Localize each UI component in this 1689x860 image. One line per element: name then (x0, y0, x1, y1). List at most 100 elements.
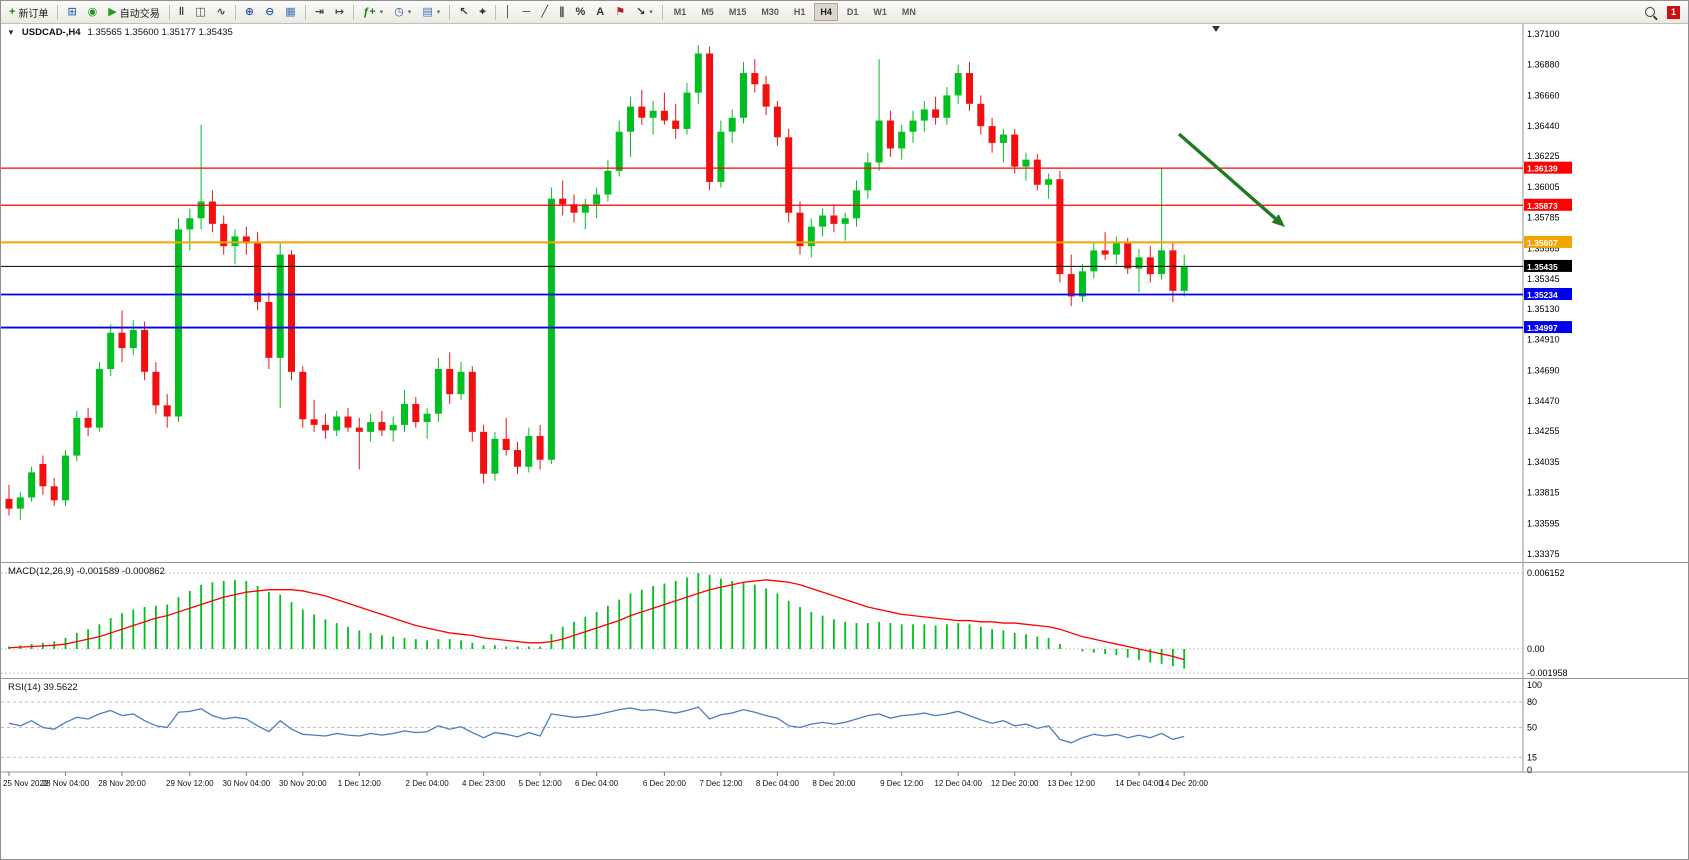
trendline-button[interactable]: ╱ (536, 3, 553, 22)
templates-button[interactable]: ▤ ▾ (417, 3, 445, 22)
svg-text:1.36440: 1.36440 (1527, 121, 1560, 131)
zoom-in-icon: ⊕ (244, 5, 255, 18)
svg-text:25 Nov 2022: 25 Nov 2022 (3, 779, 49, 788)
crosshair-icon: ⌖ (479, 5, 486, 18)
arrows-icon: ↘ (636, 5, 646, 18)
toolbar-right-group: 1 (1640, 3, 1685, 22)
svg-text:1.36139: 1.36139 (1527, 164, 1558, 174)
new-order-button[interactable]: + 新订单 (4, 3, 53, 22)
periods-button[interactable]: ◷ ▾ (389, 3, 416, 22)
trendline-icon: ╱ (541, 5, 548, 18)
svg-text:5 Dec 12:00: 5 Dec 12:00 (519, 779, 563, 788)
svg-text:7 Dec 12:00: 7 Dec 12:00 (699, 779, 743, 788)
auto-trading-button[interactable]: ▶ 自动交易 (103, 3, 164, 22)
candlestick-chart-button[interactable]: ◫ (190, 3, 210, 22)
svg-text:1.35435: 1.35435 (1527, 262, 1558, 272)
vertical-line-button[interactable]: │ (500, 3, 517, 22)
svg-text:1.34035: 1.34035 (1527, 457, 1560, 467)
bar-chart-button[interactable]: ‖ (174, 3, 189, 22)
svg-text:28 Nov 20:00: 28 Nov 20:00 (98, 779, 146, 788)
svg-text:1.35785: 1.35785 (1527, 213, 1560, 223)
chart-shift-icon: ↦ (334, 5, 345, 18)
svg-text:1.37100: 1.37100 (1527, 29, 1560, 39)
svg-text:29 Nov 12:00: 29 Nov 12:00 (166, 779, 214, 788)
market-watch-icon: ◉ (87, 5, 98, 18)
market-watch-button[interactable]: ◉ (83, 3, 103, 22)
tile-windows-button[interactable]: ▦ (280, 3, 300, 22)
svg-text:30 Nov 20:00: 30 Nov 20:00 (279, 779, 327, 788)
horizontal-line-icon: ─ (522, 5, 531, 18)
chart-shift-marker[interactable] (1212, 26, 1220, 32)
timeframe-w1-button[interactable]: W1 (867, 3, 893, 21)
toolbar-separator (353, 4, 355, 20)
rsi-line (8, 706, 1185, 744)
timeframe-m5-button[interactable]: M5 (695, 3, 720, 21)
timeframe-mn-button[interactable]: MN (896, 3, 922, 21)
timeframe-d1-button[interactable]: D1 (841, 3, 865, 21)
toolbar-separator (304, 4, 306, 20)
main-toolbar: + 新订单 ⊞ ◉ ▶ 自动交易 ‖ ◫ ∿ ⊕ ⊖ ▦ ⇥ ↦ ƒ+ ▾ ◷ ▾ ▤ ▾ ↖ ⌖ │ ─ ╱ ∥% A ⚑ ↘ ▾ M1 M… (1, 1, 1688, 24)
chart-symbol-period: USDCAD-,H4 (21, 27, 81, 38)
price-badge (1524, 161, 1572, 174)
fibonacci-button[interactable]: % (570, 3, 590, 22)
indicators-button[interactable]: ƒ+ ▾ (358, 3, 388, 22)
svg-text:1.35234: 1.35234 (1527, 290, 1558, 300)
price-badge (1524, 259, 1572, 272)
svg-text:15: 15 (1527, 752, 1537, 762)
auto-scroll-button[interactable]: ⇥ (310, 3, 329, 22)
zoom-in-button[interactable]: ⊕ (240, 3, 259, 22)
channel-button[interactable]: ∥ (554, 3, 570, 22)
cursor-button[interactable]: ↖ (454, 3, 473, 22)
search-button[interactable] (1640, 3, 1660, 22)
svg-text:1.35345: 1.35345 (1527, 274, 1560, 284)
svg-text:1.34690: 1.34690 (1527, 365, 1560, 375)
candlestick-icon: ◫ (195, 5, 206, 18)
horizontal-line-button[interactable]: ─ (518, 3, 536, 22)
line-chart-button[interactable]: ∿ (212, 3, 231, 22)
macd-pane-label: MACD(12,26,9) -0.001589 -0.000862 (8, 566, 165, 577)
timeframe-h1-button[interactable]: H1 (788, 3, 812, 21)
svg-text:1.36880: 1.36880 (1527, 60, 1560, 70)
svg-text:13 Dec 12:00: 13 Dec 12:00 (1047, 779, 1095, 788)
chart-windows-button[interactable]: ⊞ (62, 3, 81, 22)
svg-text:4 Dec 23:00: 4 Dec 23:00 (462, 779, 506, 788)
svg-text:6 Dec 20:00: 6 Dec 20:00 (643, 779, 687, 788)
svg-text:30 Nov 04:00: 30 Nov 04:00 (223, 779, 271, 788)
timeframe-h4-button[interactable]: H4 (814, 3, 838, 21)
label-button[interactable]: ⚑ (610, 3, 630, 22)
svg-text:1.34470: 1.34470 (1527, 396, 1560, 406)
svg-text:1.35565: 1.35565 (1527, 243, 1560, 253)
timeframe-m30-button[interactable]: M30 (755, 3, 785, 21)
timeframe-m15-button[interactable]: M15 (723, 3, 753, 21)
svg-text:14 Dec 04:00: 14 Dec 04:00 (1115, 779, 1163, 788)
time-axis[interactable] (8, 772, 1185, 776)
zoom-out-button[interactable]: ⊖ (260, 3, 279, 22)
trend-arrow[interactable] (1177, 132, 1277, 220)
text-icon: A (596, 5, 605, 18)
crosshair-button[interactable]: ⌖ (474, 3, 490, 22)
text-button[interactable]: A (591, 3, 609, 22)
svg-text:8 Dec 20:00: 8 Dec 20:00 (812, 779, 856, 788)
svg-text:12 Dec 04:00: 12 Dec 04:00 (934, 779, 982, 788)
svg-text:1.36005: 1.36005 (1527, 182, 1560, 192)
notification-badge[interactable]: 1 (1667, 5, 1680, 19)
toolbar-separator (449, 4, 451, 20)
tile-windows-icon: ▦ (285, 5, 296, 18)
macd-histogram (8, 573, 1186, 669)
svg-text:1 Dec 12:00: 1 Dec 12:00 (338, 779, 382, 788)
timeframe-m1-button[interactable]: M1 (668, 3, 693, 21)
chevron-down-icon: ▾ (436, 9, 441, 16)
svg-text:2 Dec 04:00: 2 Dec 04:00 (406, 779, 450, 788)
rsi-pane-label: RSI(14) 39.5622 (8, 682, 78, 693)
fibonacci-icon: % (575, 5, 586, 18)
chart-shift-button[interactable]: ↦ (330, 3, 349, 22)
arrows-button[interactable]: ↘ ▾ (631, 3, 658, 22)
chevron-down-icon: ▾ (649, 9, 653, 16)
ohlc-bars-icon: ‖ (178, 5, 185, 18)
one-click-trading-toggle[interactable]: ▼ (7, 28, 15, 37)
trend-arrow-head (1271, 214, 1285, 227)
svg-text:-0.001958: -0.001958 (1527, 668, 1568, 678)
svg-text:0: 0 (1527, 765, 1532, 775)
svg-text:100: 100 (1527, 680, 1542, 690)
